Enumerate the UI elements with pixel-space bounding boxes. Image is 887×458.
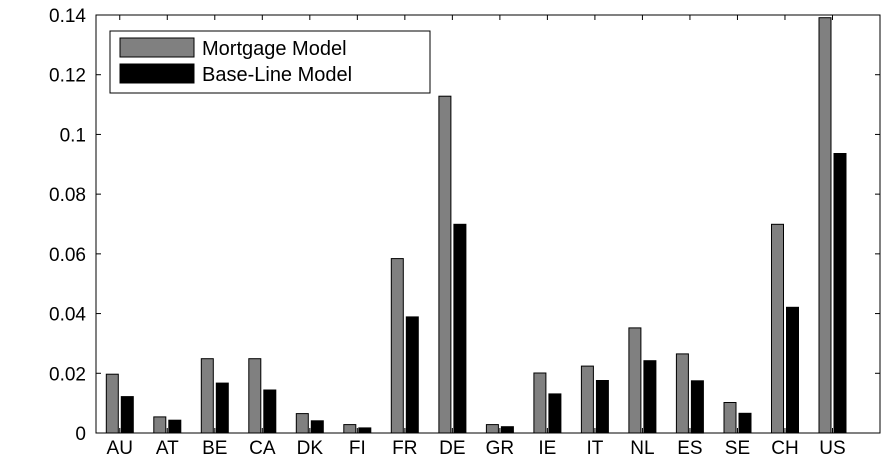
x-tick-label-at: AT	[156, 438, 179, 458]
x-tick-label-fi: FI	[349, 438, 366, 458]
y-tick-label: 0.02	[49, 364, 86, 385]
legend-swatch-mortgage-model	[119, 37, 195, 58]
x-axis: AU AT BE CA DK FI FR DE GR IE IT NL ES SE CH US	[107, 15, 846, 458]
bar-at-base-line-model	[168, 419, 182, 434]
y-tick-label: 0.12	[49, 66, 86, 87]
x-tick-label-nl: NL	[630, 438, 654, 458]
bar-gr-mortgage-model	[485, 424, 499, 434]
bar-de-base-line-model	[453, 223, 467, 434]
y-tick-label: 0.1	[60, 125, 86, 146]
bar-de-mortgage-model	[438, 95, 452, 434]
x-tick-label-fr: FR	[392, 438, 417, 458]
x-tick-label-it: IT	[586, 438, 603, 458]
bar-at-mortgage-model	[153, 416, 167, 434]
bar-es-mortgage-model	[675, 353, 689, 434]
bar-nl-base-line-model	[643, 360, 657, 434]
x-tick-label-ch: CH	[771, 438, 798, 458]
y-tick-label: 0	[75, 424, 86, 445]
bar-be-base-line-model	[215, 382, 229, 434]
bar-ie-base-line-model	[548, 393, 562, 434]
legend: Mortgage Model Base-Line Model	[109, 30, 431, 94]
x-tick-label-au: AU	[107, 438, 133, 458]
bar-se-base-line-model	[738, 412, 752, 434]
bar-ch-base-line-model	[786, 306, 799, 434]
bar-ca-mortgage-model	[248, 358, 262, 434]
x-tick-label-se: SE	[725, 438, 750, 458]
bar-gr-base-line-model	[500, 426, 514, 434]
bar-nl-mortgage-model	[628, 327, 642, 434]
bar-au-mortgage-model	[105, 373, 119, 434]
x-tick-label-be: BE	[202, 438, 227, 458]
x-tick-label-us: US	[819, 438, 845, 458]
bar-us-base-line-model	[833, 153, 847, 434]
bar-it-mortgage-model	[580, 365, 594, 434]
y-axis: 0 0.02 0.04 0.06 0.08 0.1 0.12 0.14	[49, 6, 880, 445]
legend-label-base-line-model: Base-Line Model	[202, 64, 352, 86]
legend-label-mortgage-model: Mortgage Model	[202, 38, 347, 60]
x-tick-label-gr: GR	[486, 438, 515, 458]
bar-au-base-line-model	[120, 396, 134, 434]
y-tick-label: 0.08	[49, 185, 86, 206]
bar-fr-mortgage-model	[390, 258, 404, 434]
bar-fi-mortgage-model	[343, 424, 357, 434]
y-tick-label: 0.06	[49, 245, 86, 266]
bar-it-base-line-model	[595, 380, 609, 434]
bar-ie-mortgage-model	[533, 372, 547, 434]
y-tick-label: 0.04	[49, 305, 86, 326]
legend-swatch-base-line-model	[119, 63, 195, 84]
bar-dk-mortgage-model	[295, 413, 309, 434]
x-tick-label-de: DE	[439, 438, 465, 458]
bar-fr-base-line-model	[405, 316, 419, 434]
x-tick-label-es: ES	[677, 438, 702, 458]
x-tick-label-dk: DK	[297, 438, 324, 458]
y-tick-label: 0.14	[49, 6, 86, 27]
x-tick-label-ca: CA	[249, 438, 276, 458]
bar-us-mortgage-model	[818, 17, 832, 434]
x-tick-label-ie: IE	[538, 438, 556, 458]
bar-es-base-line-model	[690, 380, 704, 434]
bar-ch-mortgage-model	[771, 223, 784, 434]
bar-ca-base-line-model	[263, 389, 277, 434]
bar-se-mortgage-model	[723, 402, 737, 434]
bar-dk-base-line-model	[310, 420, 324, 434]
bar-fi-base-line-model	[358, 427, 372, 434]
bar-be-mortgage-model	[200, 358, 214, 434]
bars-layer	[105, 17, 847, 434]
